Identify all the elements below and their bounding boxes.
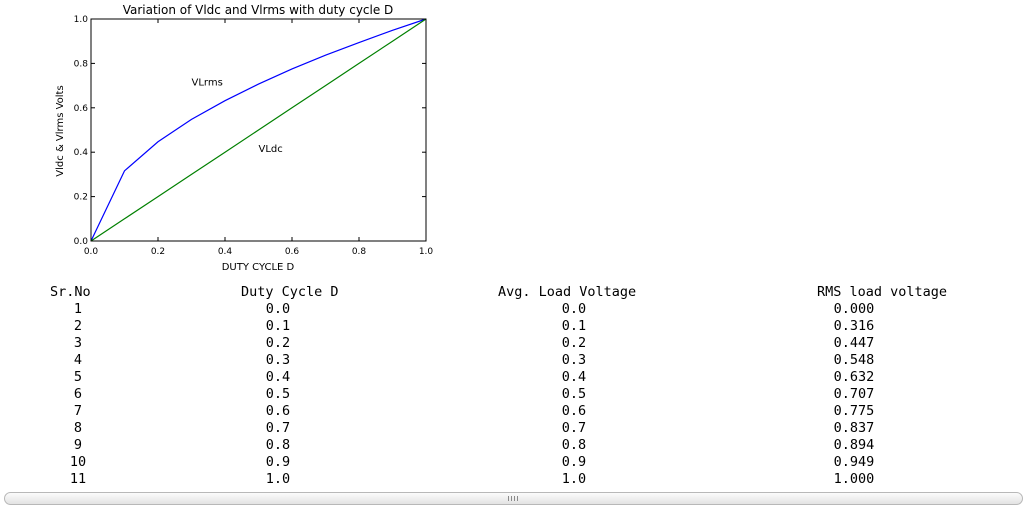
cell-avg-load-voltage: 0.9 bbox=[561, 454, 587, 470]
header-duty-cycle: Duty Cycle D bbox=[241, 284, 339, 300]
cell-duty-cycle: 1.0 bbox=[265, 471, 291, 487]
y-tick-label: 0.4 bbox=[74, 148, 89, 158]
cell-rms-load-voltage: 0.837 bbox=[833, 420, 875, 436]
cell-rms-load-voltage: 0.447 bbox=[833, 335, 875, 351]
series-layer bbox=[90, 18, 427, 242]
table-row: 2 0.1 0.1 0.316 bbox=[0, 318, 1027, 335]
y-tick-label: 0.6 bbox=[74, 104, 89, 114]
cell-avg-load-voltage: 0.4 bbox=[561, 369, 587, 385]
cell-sr-no: 8 bbox=[73, 420, 83, 436]
cell-duty-cycle: 0.4 bbox=[265, 369, 291, 385]
cell-duty-cycle: 0.5 bbox=[265, 386, 291, 402]
header-avg-load-voltage: Avg. Load Voltage bbox=[498, 284, 637, 300]
cell-duty-cycle: 0.8 bbox=[265, 437, 291, 453]
x-tick-label: 0.4 bbox=[218, 247, 233, 257]
cell-sr-no: 4 bbox=[73, 352, 83, 368]
horizontal-scrollbar[interactable] bbox=[4, 492, 1023, 505]
y-tick-label: 0.2 bbox=[74, 193, 88, 203]
cell-avg-load-voltage: 1.0 bbox=[561, 471, 587, 487]
table-row: 7 0.6 0.6 0.775 bbox=[0, 403, 1027, 420]
cell-avg-load-voltage: 0.0 bbox=[561, 301, 587, 317]
table-row: 5 0.4 0.4 0.632 bbox=[0, 369, 1027, 386]
cell-duty-cycle: 0.2 bbox=[265, 335, 291, 351]
cell-rms-load-voltage: 1.000 bbox=[833, 471, 875, 487]
results-table: Sr.No Duty Cycle D Avg. Load Voltage RMS… bbox=[0, 284, 1027, 488]
series-line-1 bbox=[90, 18, 427, 242]
table-row: 6 0.5 0.5 0.707 bbox=[0, 386, 1027, 403]
chart-title: Variation of Vldc and Vlrms with duty cy… bbox=[123, 3, 394, 17]
annotation-label: VLdc bbox=[259, 144, 283, 155]
header-sr-no: Sr.No bbox=[50, 284, 91, 300]
cell-duty-cycle: 0.9 bbox=[265, 454, 291, 470]
tick-layer: 0.0 0.2 0.4 0.6 0.8 1.0 0.0 0.2 0.4 0.6 0.8 1.0 bbox=[74, 15, 434, 257]
cell-sr-no: 7 bbox=[73, 403, 83, 419]
cell-duty-cycle: 0.1 bbox=[265, 318, 291, 334]
cell-rms-load-voltage: 0.548 bbox=[833, 352, 875, 368]
x-tick-label: 0.6 bbox=[285, 247, 300, 257]
cell-duty-cycle: 0.0 bbox=[265, 301, 291, 317]
table-row: 4 0.3 0.3 0.548 bbox=[0, 352, 1027, 369]
cell-avg-load-voltage: 0.6 bbox=[561, 403, 587, 419]
cell-sr-no: 9 bbox=[73, 437, 83, 453]
cell-rms-load-voltage: 0.775 bbox=[833, 403, 875, 419]
grip-icon[interactable] bbox=[508, 496, 518, 501]
table-body: 1 0.0 0.0 0.000 2 0.1 0.1 0.316 3 0.2 0.2 0.447 4 0.3… bbox=[0, 301, 1027, 488]
y-axis-label: Vldc & Vlrms Volts bbox=[55, 85, 66, 176]
table-row: 1 0.0 0.0 0.000 bbox=[0, 301, 1027, 318]
cell-sr-no: 10 bbox=[69, 454, 87, 470]
cell-rms-load-voltage: 0.316 bbox=[833, 318, 875, 334]
table-row: 10 0.9 0.9 0.949 bbox=[0, 454, 1027, 471]
plot-frame bbox=[90, 18, 427, 242]
x-tick-label: 0.0 bbox=[84, 247, 99, 257]
table-row: 3 0.2 0.2 0.447 bbox=[0, 335, 1027, 352]
annotation-label: VLrms bbox=[192, 78, 223, 89]
x-tick-label: 0.8 bbox=[352, 247, 367, 257]
header-rms-load-voltage: RMS load voltage bbox=[817, 284, 948, 300]
y-tick-label: 1.0 bbox=[74, 15, 89, 25]
cell-sr-no: 11 bbox=[69, 471, 87, 487]
x-axis-label: DUTY CYCLE D bbox=[222, 262, 295, 273]
cell-avg-load-voltage: 0.3 bbox=[561, 352, 587, 368]
cell-avg-load-voltage: 0.5 bbox=[561, 386, 587, 402]
table-header-row: Sr.No Duty Cycle D Avg. Load Voltage RMS… bbox=[0, 284, 1027, 301]
cell-rms-load-voltage: 0.000 bbox=[833, 301, 875, 317]
x-tick-label: 0.2 bbox=[151, 247, 165, 257]
cell-duty-cycle: 0.6 bbox=[265, 403, 291, 419]
cell-rms-load-voltage: 0.707 bbox=[833, 386, 875, 402]
series-line-0 bbox=[90, 18, 427, 242]
cell-avg-load-voltage: 0.7 bbox=[561, 420, 587, 436]
cell-sr-no: 1 bbox=[73, 301, 83, 317]
cell-sr-no: 3 bbox=[73, 335, 83, 351]
table-row: 9 0.8 0.8 0.894 bbox=[0, 437, 1027, 454]
cell-avg-load-voltage: 0.8 bbox=[561, 437, 587, 453]
cell-duty-cycle: 0.3 bbox=[265, 352, 291, 368]
chart-svg: Variation of Vldc and Vlrms with duty cy… bbox=[55, 3, 434, 273]
cell-sr-no: 6 bbox=[73, 386, 83, 402]
cell-rms-load-voltage: 0.894 bbox=[833, 437, 875, 453]
chart: Variation of Vldc and Vlrms with duty cy… bbox=[40, 0, 460, 280]
cell-rms-load-voltage: 0.632 bbox=[833, 369, 875, 385]
cell-sr-no: 2 bbox=[73, 318, 83, 334]
annotation-layer: VLrms VLdc bbox=[192, 78, 283, 156]
table-row: 11 1.0 1.0 1.000 bbox=[0, 471, 1027, 488]
y-tick-label: 0.0 bbox=[74, 237, 89, 247]
cell-rms-load-voltage: 0.949 bbox=[833, 454, 875, 470]
cell-duty-cycle: 0.7 bbox=[265, 420, 291, 436]
cell-avg-load-voltage: 0.2 bbox=[561, 335, 587, 351]
y-tick-label: 0.8 bbox=[74, 59, 89, 69]
x-tick-label: 1.0 bbox=[419, 247, 434, 257]
cell-avg-load-voltage: 0.1 bbox=[561, 318, 587, 334]
table-row: 8 0.7 0.7 0.837 bbox=[0, 420, 1027, 437]
cell-sr-no: 5 bbox=[73, 369, 83, 385]
